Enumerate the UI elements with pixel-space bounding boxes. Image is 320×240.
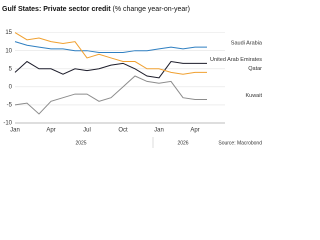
y-tick-label: 10 xyxy=(5,48,12,54)
x-tick-label: Jul xyxy=(83,128,91,134)
x-tick-label: Jan xyxy=(10,128,20,134)
y-tick-label: 5 xyxy=(9,66,13,72)
source: Source: Macrobond xyxy=(218,140,262,146)
series-line xyxy=(14,41,207,53)
legend-label: Kuwait xyxy=(245,93,262,99)
x-tick-label: Jan xyxy=(154,128,164,134)
year-label: 2025 xyxy=(75,140,86,146)
series-line xyxy=(14,60,207,79)
legend-label: Saudi Arabia xyxy=(231,41,263,47)
x-tick-label: Apr xyxy=(190,128,199,134)
y-tick-label: 15 xyxy=(5,30,12,36)
x-tick-label: Apr xyxy=(46,128,55,134)
chart-title-group: Gulf States: Private sector credit (% ch… xyxy=(2,6,190,13)
year-label: 2026 xyxy=(177,140,188,146)
chart-subtitle: (% change year-on-year) xyxy=(113,6,190,13)
chart-title: Gulf States: Private sector credit xyxy=(2,6,111,13)
legend-label: Qatar xyxy=(248,66,262,72)
y-tick-label: -5 xyxy=(7,103,13,109)
series-line xyxy=(14,75,207,115)
series-line xyxy=(14,32,207,75)
y-tick-label: 0 xyxy=(9,84,13,90)
y-tick-label: -10 xyxy=(3,121,12,127)
x-tick-label: Oct xyxy=(118,128,128,134)
chart: Gulf States: Private sector credit (% ch… xyxy=(2,6,263,148)
legend-label: United Arab Emirates xyxy=(210,57,262,63)
